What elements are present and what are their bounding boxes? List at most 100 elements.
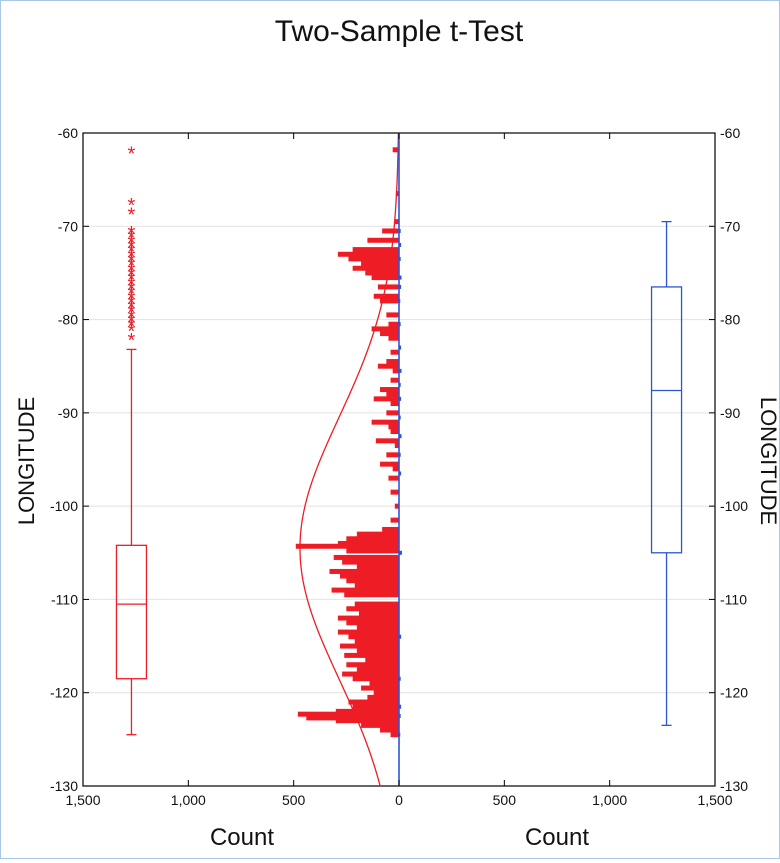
hist-bar-sample1	[388, 321, 399, 327]
hist-bar-sample1	[354, 582, 399, 588]
hist-bar-sample1	[361, 261, 399, 267]
hist-bar-sample1	[356, 624, 399, 630]
x-tick-label-right: 1,000	[592, 792, 627, 808]
hist-bar-sample2	[399, 228, 401, 233]
hist-bar-sample1	[354, 638, 399, 644]
hist-bar-sample1	[367, 694, 399, 700]
sample1-outlier: *	[128, 274, 136, 296]
sample1-outlier: *	[128, 330, 136, 352]
hist-bar-sample1	[342, 559, 399, 565]
hist-bar-sample2	[399, 452, 401, 457]
hist-bar-sample2	[399, 704, 402, 709]
hist-bar-sample1	[354, 601, 399, 607]
hist-bar-sample1	[392, 147, 399, 153]
hist-bar-sample2	[399, 242, 402, 247]
hist-bar-sample1	[394, 503, 399, 509]
y-tick-label-right: -60	[720, 125, 740, 141]
x-axis-label-right: Count	[525, 824, 589, 851]
y-tick-label-left: -130	[50, 778, 78, 794]
hist-bar-sample1	[365, 657, 399, 663]
hist-bar-sample1	[377, 363, 399, 369]
hist-bar-sample1	[346, 606, 399, 612]
hist-bar-sample1	[388, 335, 399, 341]
y-tick-label-right: -80	[720, 312, 740, 328]
x-axis-label-left: Count	[210, 824, 274, 851]
sample1-outlier: *	[128, 256, 136, 278]
hist-bar-sample1	[346, 662, 399, 668]
hist-bar-sample1	[337, 629, 399, 635]
sample1-outlier: *	[128, 298, 136, 320]
y-tick-label-left: -70	[58, 218, 78, 234]
hist-bar-sample2	[399, 284, 402, 289]
hist-bar-sample1	[346, 548, 399, 554]
y-tick-label-left: -120	[50, 685, 78, 701]
sample1-outlier: *	[128, 284, 136, 306]
sample1-outlier: *	[128, 312, 136, 334]
hist-bar-sample1	[390, 732, 399, 738]
hist-bar-sample1	[337, 251, 399, 257]
hist-bar-sample1	[390, 377, 399, 383]
hist-bar-sample1	[394, 219, 399, 225]
x-ticks: 1,500 1,000 500 0 500 1,000 1,500	[65, 133, 733, 808]
sample1-box	[115, 544, 148, 680]
hist-bar-sample1	[365, 270, 399, 276]
sample1-outlier: *	[128, 251, 136, 273]
hist-bar-sample1	[329, 568, 399, 574]
x-tick-label-left: 1,500	[65, 792, 100, 808]
x-tick-label-right: 500	[493, 792, 517, 808]
hist-bar-sample1	[386, 312, 399, 318]
hist-bar-sample1	[340, 643, 399, 649]
y-tick-label-right: -70	[720, 218, 740, 234]
hist-bar-sample1	[371, 419, 399, 425]
hist-bar-sample1	[352, 265, 399, 271]
hist-bar-sample1	[382, 526, 399, 532]
hist-bar-sample1	[380, 298, 399, 304]
sample1-outlier: *	[128, 293, 136, 315]
hist-bar-sample2	[399, 434, 402, 439]
sample1-outlier: *	[128, 307, 136, 329]
hist-bar-sample1	[295, 543, 399, 549]
hist-bar-sample1	[361, 722, 399, 728]
hist-bar-sample2	[399, 396, 402, 401]
hist-bar-sample1	[348, 699, 399, 705]
sample1-outlier: *	[128, 144, 136, 166]
y-tick-label-right: -110	[720, 591, 747, 607]
hist-bar-sample1	[386, 391, 399, 397]
sample1-outlier: *	[128, 232, 136, 254]
hist-bar-sample1	[388, 475, 399, 481]
hist-bar-sample1	[356, 666, 399, 672]
y-tick-label-right: -120	[720, 685, 748, 701]
hist-bar-sample2	[399, 634, 402, 639]
hist-bar-sample1	[371, 275, 399, 281]
hist-bar-sample1	[380, 461, 399, 467]
sample1-boxplot: **************************	[115, 144, 148, 736]
sample1-outlier: *	[128, 302, 136, 324]
hist-bar-sample1	[373, 293, 399, 299]
hist-bar-sample1	[346, 620, 399, 626]
hist-bar-sample1	[335, 708, 399, 714]
hist-bar-sample1	[390, 401, 399, 407]
hist-bar-sample1	[356, 564, 399, 570]
hist-bar-sample1	[380, 387, 399, 393]
sample2-box	[650, 286, 683, 554]
hist-bar-sample1	[390, 489, 399, 495]
hist-bar-sample1	[386, 452, 399, 458]
hist-bar-sample2	[399, 322, 401, 327]
hist-bar-sample2	[399, 676, 401, 681]
sample1-outlier: *	[128, 242, 136, 264]
hist-bar-sample2	[399, 256, 401, 261]
hist-bar-sample2	[399, 368, 402, 373]
hist-bar-sample2	[399, 415, 401, 420]
hist-bar-sample1	[392, 368, 399, 374]
sample1-outlier: *	[128, 288, 136, 310]
hist-bar-sample1	[394, 443, 399, 449]
hist-bar-sample1	[375, 438, 399, 444]
sample1-outlier: *	[128, 270, 136, 292]
hist-bar-sample1	[390, 517, 399, 523]
hist-bar-sample1	[335, 718, 399, 724]
hist-bar-sample1	[348, 256, 399, 262]
sample1-outlier: *	[128, 316, 136, 338]
hist-bar-sample1	[333, 554, 399, 560]
hist-bar-sample1	[352, 247, 399, 253]
